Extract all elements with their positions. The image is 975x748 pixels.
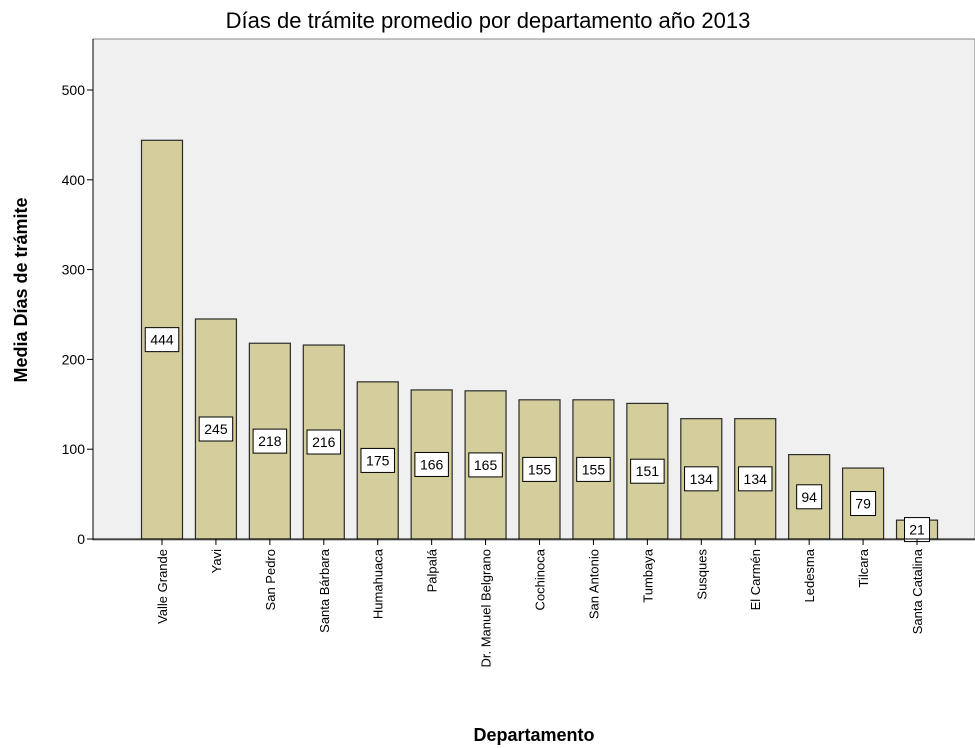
data-label-box [252, 428, 288, 454]
data-label: 94 [801, 489, 817, 505]
data-label: 21 [909, 522, 925, 538]
data-label: 134 [744, 471, 768, 487]
data-label: 166 [420, 456, 444, 472]
data-label: 151 [636, 463, 660, 479]
data-label: 155 [528, 461, 552, 477]
x-tick-label: Tumbaya [640, 548, 655, 602]
bars-layer: 444 245 218 216 175 166 165 155 155 151 134 134 94 79… [140, 139, 939, 543]
data-label-box [796, 484, 823, 510]
y-tick-label: 0 [77, 531, 85, 547]
y-tick-label: 100 [62, 441, 86, 457]
data-label-box [306, 429, 342, 455]
y-tick-label: 200 [62, 351, 86, 367]
x-tick-label: Tilcara [856, 548, 871, 587]
x-tick-label: El Carmén [748, 549, 763, 610]
y-tick-label: 300 [62, 262, 86, 278]
x-axis-label: Departamento [473, 725, 594, 745]
data-label: 165 [474, 457, 498, 473]
data-label: 218 [258, 433, 282, 449]
data-label: 134 [690, 471, 714, 487]
x-tick-label: Santa Bárbara [317, 548, 332, 633]
data-label-box [360, 447, 395, 473]
data-label-box [630, 458, 665, 484]
chart-title: Días de trámite promedio por departament… [226, 8, 751, 33]
data-label: 216 [312, 434, 336, 450]
data-label: 444 [150, 332, 174, 348]
x-tick-label: San Pedro [263, 549, 278, 610]
data-label: 79 [855, 496, 871, 512]
x-tick-label: San Antonio [586, 549, 601, 619]
x-tick-label: Cochinoca [533, 548, 548, 610]
data-label-box [904, 517, 931, 543]
data-label: 175 [366, 452, 390, 468]
axis-layer: 0 100 200 300 400 500 Valle Grande Yavi San Pedr… [62, 39, 975, 668]
x-tick-label: Dr. Manuel Belgrano [479, 549, 494, 668]
data-label-box [737, 466, 773, 492]
data-label-box [850, 491, 877, 517]
data-label: 155 [582, 461, 606, 477]
data-label-box [684, 466, 719, 492]
data-label-box [144, 327, 180, 353]
y-axis-label: Media Días de trámite [11, 197, 31, 382]
x-tick-label: Yavi [209, 549, 224, 573]
x-tick-label: Humahuaca [371, 548, 386, 619]
x-tick-label: Santa Catalina [910, 548, 925, 634]
data-label-box [414, 451, 449, 477]
x-tick-label: Palpalá [425, 548, 440, 592]
x-tick-label: Susques [694, 549, 709, 600]
data-label-box [576, 456, 611, 482]
data-label-box [522, 456, 557, 482]
x-tick-label: Ledesma [802, 548, 817, 602]
data-label-box [468, 452, 503, 478]
y-tick-label: 400 [62, 172, 86, 188]
x-tick-label: Valle Grande [155, 549, 170, 624]
data-label: 245 [204, 421, 228, 437]
data-label-box [198, 416, 234, 442]
y-tick-label: 500 [62, 82, 86, 98]
